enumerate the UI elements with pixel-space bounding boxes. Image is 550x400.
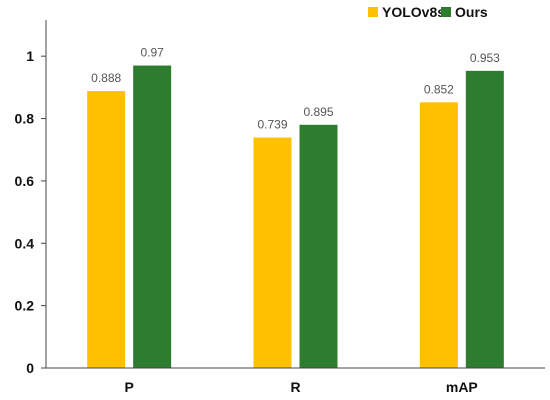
bar-ours-p (133, 65, 172, 368)
bar-yolov8s-map (419, 102, 458, 369)
bar-ours-map (465, 70, 504, 368)
x-tick-label-p: P (124, 379, 133, 395)
legend-swatch-yolov8s (368, 7, 378, 17)
y-tick-label: 0.6 (15, 173, 35, 189)
x-tick-label-r: R (290, 379, 300, 395)
data-label-ours-r: 0.895 (303, 105, 333, 119)
legend-label-ours: Ours (455, 4, 488, 20)
legend-swatch-ours (441, 7, 451, 17)
plot-area (87, 65, 504, 369)
y-tick-label: 0.8 (15, 111, 35, 127)
data-label-yolov8s-map: 0.852 (424, 82, 454, 96)
data-label-ours-p: 0.97 (140, 46, 164, 60)
y-tick-label: 0.2 (15, 298, 35, 314)
data-label-yolov8s-p: 0.888 (91, 71, 121, 85)
bar-yolov8s-p (87, 91, 126, 368)
bar-yolov8s-r (253, 137, 292, 368)
legend: YOLOv8s Ours (368, 4, 488, 20)
bar-ours-r (299, 124, 338, 368)
x-tick-label-map: mAP (446, 379, 478, 395)
y-tick-label: 1 (26, 48, 34, 64)
legend-label-yolov8s: YOLOv8s (382, 4, 445, 20)
data-labels: 0.888 0.97 0.739 0.895 0.852 0.953 (91, 46, 500, 132)
data-label-yolov8s-r: 0.739 (257, 118, 287, 132)
y-tick-label: 0.4 (15, 235, 35, 251)
data-label-ours-map: 0.953 (470, 51, 500, 65)
y-tick-label: 0 (26, 360, 34, 376)
